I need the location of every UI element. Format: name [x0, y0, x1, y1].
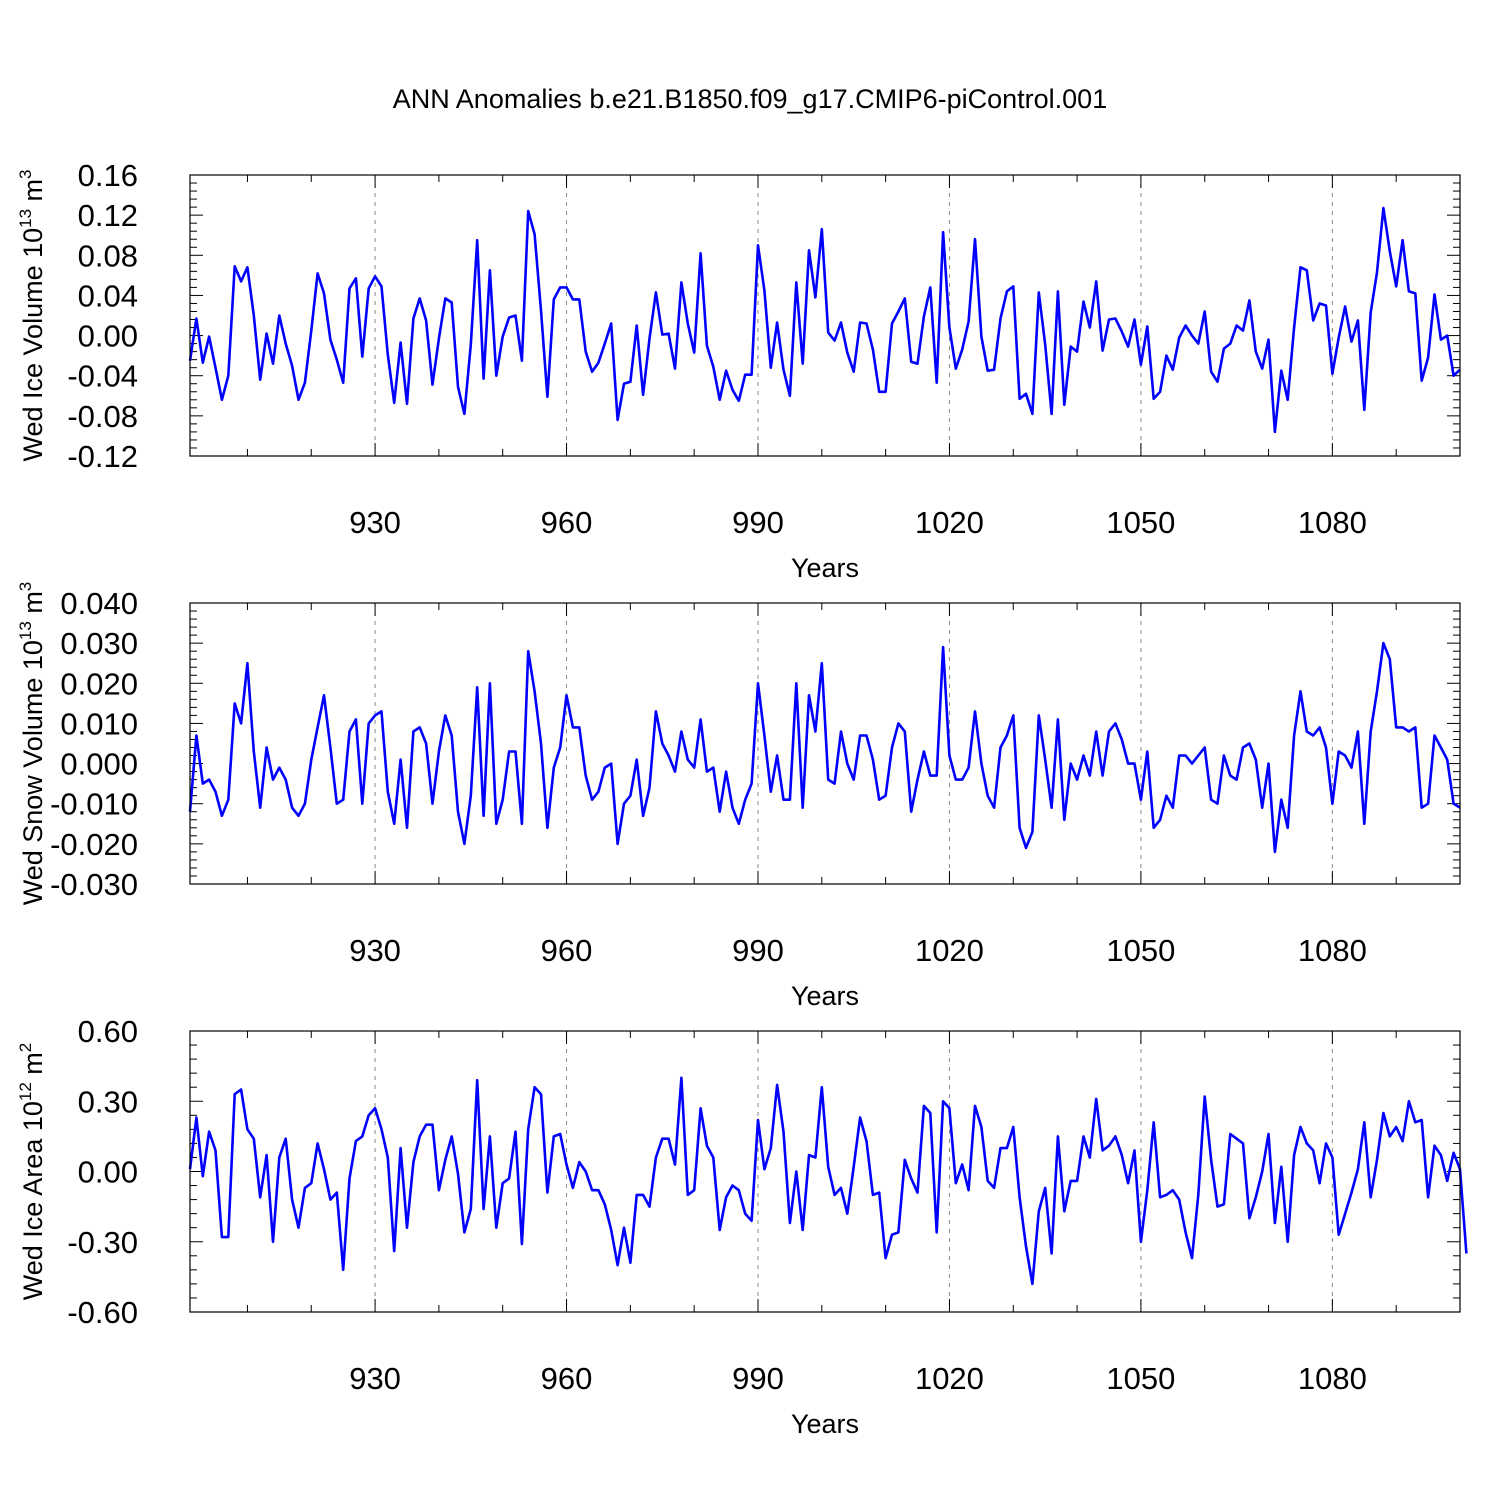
y-tick-label: -0.010 [50, 787, 138, 822]
panel-ice-area: -0.60 -0.30 0.00 0.30 0.60 930 960 990 1020 1050 1… [16, 1014, 1468, 1439]
y-tick-label: -0.08 [67, 399, 138, 434]
x-tick-label: 930 [349, 933, 401, 968]
x-tick-label: 1080 [1298, 933, 1367, 968]
x-axis-label: Years [791, 981, 859, 1011]
y-axis-label-superscript: 12 [16, 1082, 35, 1101]
x-tick-label: 990 [732, 1361, 784, 1396]
y-axis-label-text: Wed Ice Volume 10 [18, 228, 48, 462]
x-tick-label: 1050 [1106, 933, 1175, 968]
y-axis-label-superscript: 2 [16, 1043, 35, 1052]
series-line-ice-area [188, 1076, 1468, 1286]
y-axis-label: Wed Ice Area 1012 m2 [16, 1043, 48, 1301]
y-tick-label: 0.010 [60, 706, 138, 741]
y-tick-label: 0.12 [78, 198, 138, 233]
x-tick-label: 930 [349, 505, 401, 540]
x-tick-label: 1050 [1106, 505, 1175, 540]
y-tick-label: -0.60 [67, 1295, 138, 1330]
series-line-snow-volume [188, 641, 1461, 854]
y-axis-label-superscript: 3 [16, 169, 35, 178]
y-axis-label: Wed Ice Volume 1013 m3 [16, 169, 48, 461]
figure-title: ANN Anomalies b.e21.B1850.f09_g17.CMIP6-… [392, 84, 1108, 114]
series-line-ice-volume [188, 206, 1461, 434]
x-tick-label: 990 [732, 933, 784, 968]
y-tick-label: -0.030 [50, 867, 138, 902]
y-tick-label: 0.30 [78, 1084, 138, 1119]
x-tick-label: 1080 [1298, 1361, 1367, 1396]
y-tick-label: 0.08 [78, 238, 138, 273]
x-tick-label: 1020 [915, 505, 984, 540]
x-tick-label: 1020 [915, 1361, 984, 1396]
x-tick-label: 1020 [915, 933, 984, 968]
x-axis-label: Years [791, 553, 859, 583]
plot-frame [189, 602, 1461, 885]
x-tick-label: 1050 [1106, 1361, 1175, 1396]
x-tick-label: 1080 [1298, 505, 1367, 540]
y-axis-label-text: Wed Snow Volume 10 [18, 640, 48, 905]
plot-frame [189, 1030, 1461, 1313]
y-axis-label-text: Wed Ice Area 10 [18, 1101, 48, 1300]
y-tick-label: -0.04 [67, 359, 138, 394]
y-axis-label-superscript: 13 [16, 209, 35, 228]
y-tick-label: 0.000 [60, 747, 138, 782]
y-axis-label-superscript: 3 [16, 582, 35, 591]
y-axis-label-text: m [18, 179, 48, 209]
y-tick-label: 0.16 [78, 158, 138, 193]
y-tick-label: -0.12 [67, 439, 138, 474]
plot-frame [189, 174, 1461, 457]
y-axis-label-text: m [18, 1052, 48, 1082]
y-tick-label: 0.030 [60, 626, 138, 661]
y-tick-label: 0.60 [78, 1014, 138, 1049]
y-tick-label: -0.30 [67, 1225, 138, 1260]
x-tick-label: 960 [541, 933, 593, 968]
y-axis-label: Wed Snow Volume 1013 m3 [16, 582, 48, 906]
y-tick-label: -0.020 [50, 827, 138, 862]
y-tick-label: 0.040 [60, 586, 138, 621]
y-tick-label: 0.04 [78, 278, 138, 313]
panel-ice-volume: -0.12 -0.08 -0.04 0.00 0.04 0.08 0.12 0.16 930 96… [16, 158, 1461, 583]
x-tick-label: 960 [541, 1361, 593, 1396]
x-tick-label: 990 [732, 505, 784, 540]
x-tick-label: 930 [349, 1361, 401, 1396]
y-axis-label-text: m [18, 591, 48, 621]
y-axis-label-superscript: 13 [16, 621, 35, 640]
y-tick-label: 0.00 [78, 319, 138, 354]
panel-snow-volume: -0.030 -0.020 -0.010 0.000 0.010 0.020 0.030 0.… [16, 582, 1461, 1011]
x-axis-label: Years [791, 1409, 859, 1439]
x-tick-label: 960 [541, 505, 593, 540]
y-tick-label: 0.020 [60, 666, 138, 701]
y-tick-label: 0.00 [78, 1155, 138, 1190]
